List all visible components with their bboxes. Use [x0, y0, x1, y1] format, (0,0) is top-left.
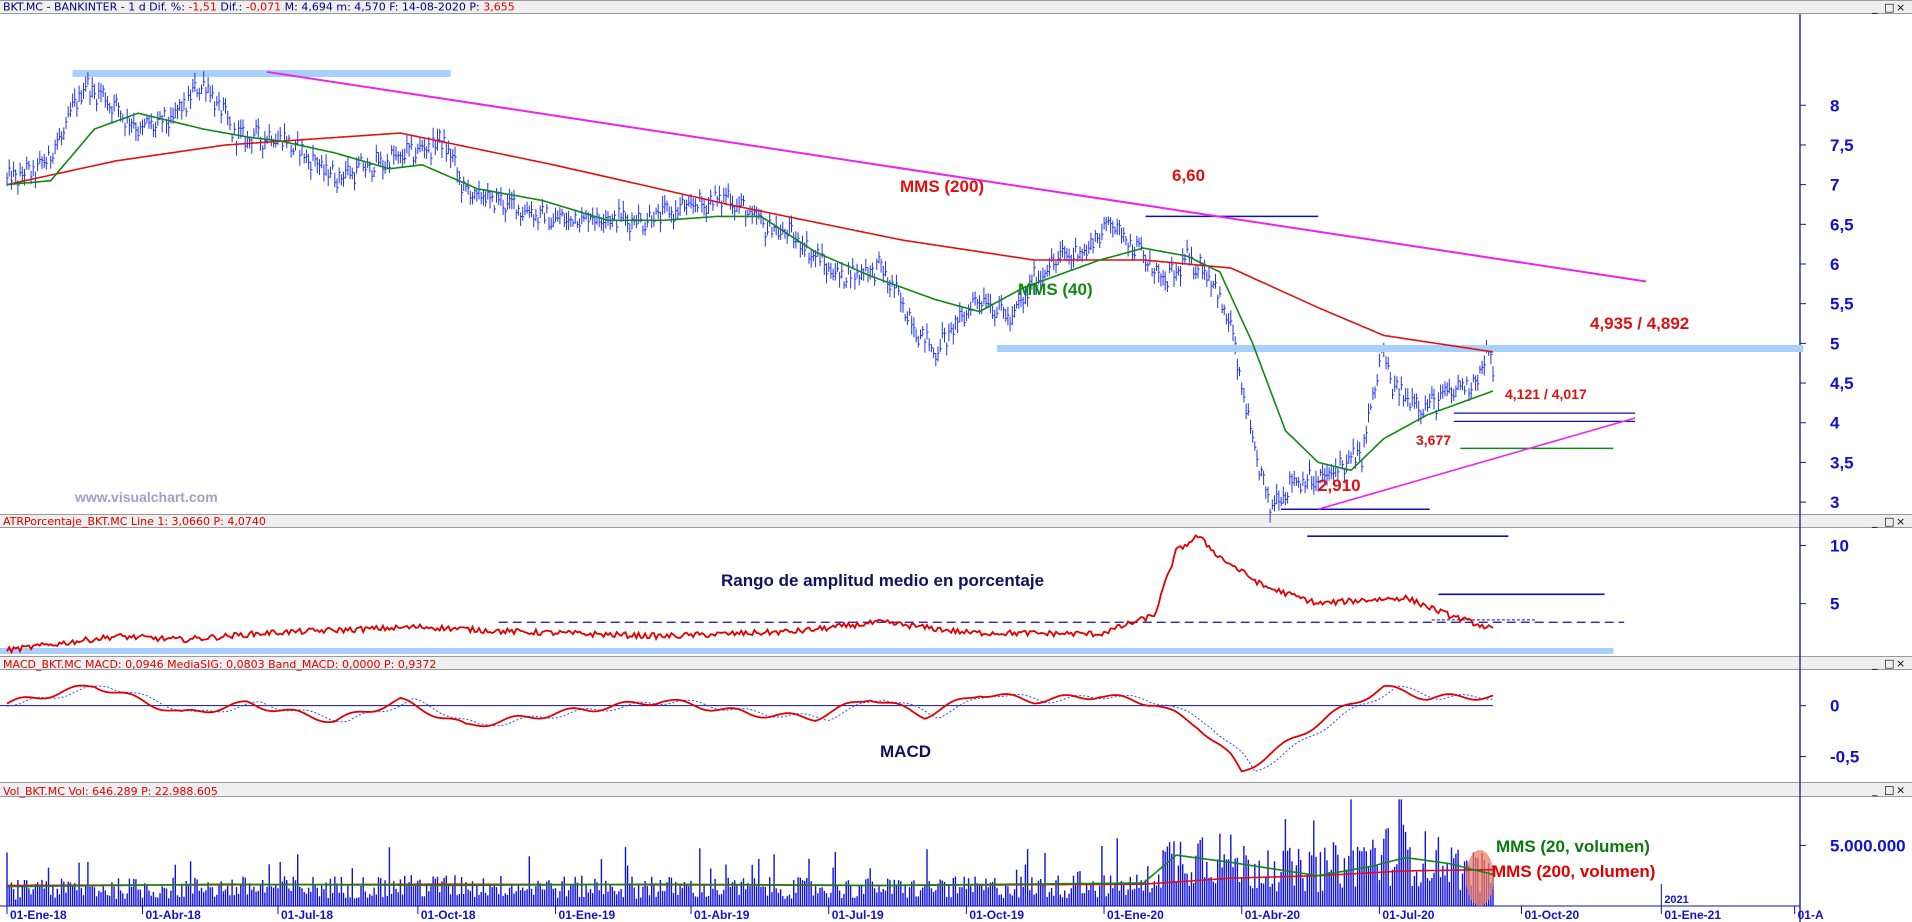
x-tick-label: 01-Ene-20: [1107, 908, 1164, 922]
panel-titlebar: [0, 656, 1912, 670]
x-tick-label: 01-Abr-19: [694, 908, 750, 922]
peak-level-label: 6,60: [1172, 166, 1205, 185]
y-tick-label: 3: [1830, 493, 1839, 512]
panel-titlebar: [0, 782, 1912, 797]
title-segment: -1,51: [188, 1, 216, 14]
x-tick-label: 01-Ene-19: [559, 908, 616, 922]
support2-level-label: 3,677: [1416, 432, 1451, 448]
title-segment: Vol_BKT.MC Vol: 646.289 P: 22.988.605: [3, 785, 218, 798]
low-level-label: 2,910: [1318, 476, 1361, 495]
close-icon: ×: [1896, 657, 1905, 670]
restore-icon: □: [1884, 657, 1894, 670]
y-tick-label: 10: [1830, 536, 1849, 555]
title-segment: -0,071: [246, 1, 281, 14]
atr-annotation: Rango de amplitud medio en porcentaje: [721, 571, 1044, 590]
y-tick-label: 4,5: [1830, 374, 1854, 393]
y-tick-label: 6: [1830, 255, 1839, 274]
title-segment: ATRPorcentaje_BKT.MC Line 1: 3,0660 P: 4…: [3, 515, 266, 528]
x-tick-label: 01-Jul-20: [1382, 908, 1434, 922]
downtrend-line: [266, 70, 1647, 283]
close-icon: ×: [1896, 784, 1905, 797]
title-segment: Dif.:: [217, 1, 246, 14]
minimize-icon: _: [1871, 515, 1878, 528]
y-tick-label: -0,5: [1830, 748, 1859, 767]
volume-highlight: [1465, 850, 1494, 906]
x-tick-label: 01-Oct-18: [421, 908, 476, 922]
volume-panel-title: Vol_BKT.MC Vol: 646.289 P: 22.988.605: [3, 785, 218, 798]
volume-bars: [6, 799, 1494, 906]
y-tick-label: 6,5: [1830, 215, 1854, 234]
vol-sma200-legend: MMS (200, volumen): [1492, 862, 1655, 881]
sma40-line: [6, 112, 1494, 472]
sma200-line: [6, 132, 1494, 353]
atr-panel-title: ATRPorcentaje_BKT.MC Line 1: 3,0660 P: 4…: [3, 515, 266, 528]
sma200-label: MMS (200): [900, 177, 984, 196]
macd-line: [6, 684, 1494, 773]
series-plots: [0, 70, 1804, 906]
restore-icon: □: [1884, 515, 1894, 528]
x-tick-label: 01-Oct-20: [1524, 908, 1579, 922]
watermark: www.visualchart.com: [74, 489, 218, 505]
close-icon: ×: [1896, 515, 1905, 528]
panel-titlebar: [0, 514, 1912, 528]
x-tick-label: 01-Jul-18: [281, 908, 333, 922]
year-label: 2021: [1664, 894, 1688, 906]
sma40-label: MMS (40): [1018, 280, 1093, 299]
macd-annotation: MACD: [880, 742, 931, 761]
y-tick-label: 8: [1830, 96, 1839, 115]
y-tick-label: 5.000.000: [1830, 836, 1906, 855]
panel-titlebar: [0, 0, 1912, 14]
x-tick-label: 01-Jul-19: [832, 908, 884, 922]
y-tick-label: 7: [1830, 176, 1839, 195]
restore-icon: □: [1884, 1, 1894, 14]
x-tick-label: 01-A: [1798, 908, 1824, 922]
macd-signal-line: [6, 685, 1494, 773]
vol-sma20-legend: MMS (20, volumen): [1496, 837, 1650, 856]
price-axes: 8 7,5 7 6,5 6 5,5 5 4,5 4 3,5 3 10 5 0 -0,5 5.000.000 01…: [6, 96, 1906, 922]
y-tick-label: 7,5: [1830, 136, 1854, 155]
title-segment: 3,655: [483, 1, 515, 14]
x-tick-label: 01-Abr-18: [145, 908, 201, 922]
uptrend-line: [1317, 417, 1636, 511]
close-icon: ×: [1896, 1, 1905, 14]
title-segment: BKT.MC - BANKINTER - 1 d Dif. %:: [3, 1, 188, 14]
title-segment: M: 4,694 m: 4,570 F: 14-08-2020 P:: [281, 1, 483, 14]
macd-panel-title: MACD_BKT.MC MACD: 0,0946 MediaSIG: 0,080…: [3, 658, 436, 671]
x-tick-label: 01-Oct-19: [969, 908, 1024, 922]
price-bars: [6, 71, 1495, 523]
title-segment: MACD_BKT.MC MACD: 0,0946 MediaSIG: 0,080…: [3, 658, 436, 671]
x-tick-label: 01-Ene-18: [10, 908, 67, 922]
y-tick-label: 0: [1830, 697, 1839, 716]
y-tick-label: 3,5: [1830, 453, 1854, 472]
y-tick-label: 5: [1830, 595, 1839, 614]
volume-sma20-line: [7, 854, 1494, 888]
volume-sma200-line: [7, 868, 1493, 887]
restore-icon: □: [1884, 784, 1894, 797]
resistance-level-label: 4,935 / 4,892: [1590, 314, 1689, 333]
minimize-icon: _: [1871, 1, 1878, 14]
atr-line: [6, 534, 1494, 655]
x-tick-label: 01-Ene-21: [1664, 908, 1721, 922]
y-tick-label: 5: [1830, 334, 1839, 353]
x-tick-label: 01-Abr-20: [1245, 908, 1301, 922]
y-tick-label: 4: [1830, 414, 1840, 433]
minimize-icon: _: [1871, 657, 1878, 670]
support-level-label: 4,121 / 4,017: [1505, 386, 1587, 402]
y-tick-label: 5,5: [1830, 295, 1854, 314]
main-panel-title: BKT.MC - BANKINTER - 1 d Dif. %: -1,51 D…: [3, 1, 515, 14]
minimize-icon: _: [1871, 784, 1878, 797]
